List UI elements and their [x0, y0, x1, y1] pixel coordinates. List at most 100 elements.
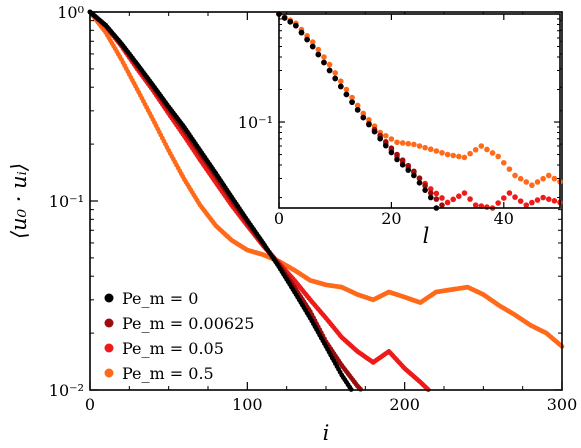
- data-point: [332, 75, 339, 82]
- data-point: [349, 94, 355, 101]
- data-point: [382, 132, 389, 139]
- data-point: [366, 121, 372, 128]
- data-point: [551, 175, 558, 182]
- data-point: [534, 197, 541, 203]
- data-point: [433, 196, 440, 202]
- data-point: [523, 202, 530, 208]
- data-point: [551, 198, 558, 204]
- inset-marks: [276, 11, 563, 211]
- data-point: [433, 190, 440, 197]
- data-point: [540, 175, 546, 182]
- data-point: [495, 153, 501, 160]
- data-point: [422, 187, 428, 193]
- legend-entry: Pe_m = 0.05: [104, 339, 224, 358]
- data-point: [545, 196, 552, 202]
- data-point: [540, 194, 546, 201]
- data-point: [309, 39, 316, 45]
- series-0: [276, 11, 440, 211]
- data-point: [427, 186, 434, 192]
- series-3: [87, 9, 565, 349]
- data-point: [287, 18, 294, 25]
- data-point: [315, 51, 322, 58]
- data-point: [517, 198, 524, 204]
- data-point: [394, 151, 400, 158]
- data-point: [411, 141, 417, 148]
- legend-marker: [104, 343, 114, 353]
- x-tick-label: 20: [381, 209, 401, 228]
- data-point: [416, 180, 423, 186]
- data-point: [349, 99, 355, 105]
- legend-label: Pe_m = 0: [122, 289, 198, 308]
- y-tick-label: 10⁰: [57, 3, 84, 22]
- y-axis-label: ⟨u₀ · uᵢ⟩: [7, 163, 31, 239]
- y-tick-label: 10⁻¹: [238, 113, 273, 132]
- data-point: [405, 140, 412, 147]
- legend-label: Pe_m = 0.05: [122, 339, 224, 358]
- data-point: [456, 153, 462, 160]
- data-point: [405, 167, 412, 173]
- data-point: [489, 150, 496, 156]
- data-point: [450, 196, 457, 203]
- data-point: [506, 166, 513, 172]
- data-point: [461, 190, 468, 196]
- data-point: [343, 86, 350, 93]
- inset-ticks: 0 20 40 10⁻¹: [238, 14, 560, 228]
- data-point: [484, 146, 490, 153]
- x-tick-label: 0: [85, 395, 95, 414]
- data-point: [354, 102, 361, 109]
- inset-x-axis-label: l: [423, 224, 430, 248]
- data-point: [450, 152, 457, 159]
- x-axis-label: i: [323, 421, 330, 445]
- data-point: [377, 135, 383, 142]
- legend-label: Pe_m = 0.5: [122, 364, 214, 383]
- data-point: [338, 83, 344, 90]
- data-point: [512, 172, 518, 179]
- data-point: [416, 175, 423, 182]
- data-point: [534, 179, 541, 185]
- data-point: [439, 195, 445, 201]
- data-point: [360, 110, 367, 117]
- legend-marker: [104, 368, 114, 378]
- data-point: [433, 148, 440, 154]
- data-point: [416, 143, 423, 149]
- legend: Pe_m = 0 Pe_m = 0.00625 Pe_m = 0.05 Pe_m…: [104, 289, 254, 383]
- data-point: [467, 196, 473, 202]
- data-point: [405, 162, 412, 169]
- legend-entry: Pe_m = 0.00625: [104, 314, 254, 333]
- data-point: [501, 160, 507, 166]
- data-point: [293, 22, 299, 29]
- data-point: [399, 157, 406, 163]
- y-tick-label: 10⁻¹: [49, 192, 84, 211]
- data-point: [467, 150, 473, 157]
- data-point: [427, 190, 434, 196]
- series-0: [87, 9, 354, 392]
- data-point: [332, 70, 339, 76]
- x-tick-label: 200: [389, 395, 420, 414]
- main-marks: [87, 9, 565, 393]
- data-point: [326, 67, 333, 74]
- data-point: [439, 202, 445, 208]
- data-point: [422, 183, 428, 189]
- data-point: [360, 114, 367, 121]
- data-point: [444, 199, 451, 206]
- legend-marker: [104, 318, 114, 328]
- data-point: [545, 172, 552, 179]
- data-point: [382, 142, 389, 149]
- data-point: [506, 190, 513, 196]
- data-point: [523, 179, 530, 185]
- data-point: [399, 162, 406, 168]
- data-point: [501, 195, 507, 201]
- data-point: [399, 140, 406, 146]
- data-point: [411, 168, 417, 175]
- data-point: [461, 154, 468, 161]
- legend-entry: Pe_m = 0: [104, 289, 198, 308]
- data-point: [354, 107, 361, 113]
- x-tick-label: 0: [274, 209, 284, 228]
- data-point: [529, 199, 535, 206]
- data-point: [321, 54, 327, 60]
- data-point: [472, 202, 479, 208]
- data-point: [298, 29, 305, 36]
- data-point: [484, 204, 490, 210]
- data-point: [512, 194, 518, 200]
